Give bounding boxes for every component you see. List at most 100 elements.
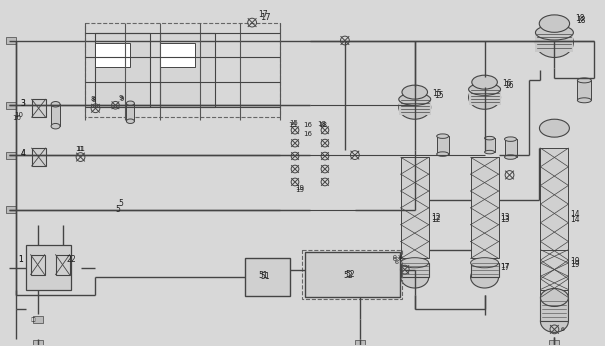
Bar <box>5 37 16 44</box>
Bar <box>577 80 591 100</box>
Text: 12: 12 <box>431 215 440 224</box>
Text: 0-X: 0-X <box>393 255 403 260</box>
Bar <box>31 99 45 117</box>
Ellipse shape <box>577 98 591 103</box>
Ellipse shape <box>485 136 494 140</box>
Text: 6: 6 <box>395 260 399 265</box>
Ellipse shape <box>402 85 428 99</box>
Bar <box>401 157 429 258</box>
Text: 5: 5 <box>116 206 120 215</box>
Ellipse shape <box>437 152 449 156</box>
Text: 4: 4 <box>21 148 25 157</box>
Text: 19: 19 <box>571 260 580 269</box>
Ellipse shape <box>51 124 60 129</box>
Ellipse shape <box>540 310 568 333</box>
Bar <box>96 43 131 67</box>
Text: 10: 10 <box>13 115 22 121</box>
Text: 9: 9 <box>119 95 123 101</box>
Text: 16: 16 <box>505 81 514 90</box>
Text: 17: 17 <box>258 10 268 19</box>
Ellipse shape <box>469 85 500 109</box>
Ellipse shape <box>437 134 449 138</box>
Text: 5: 5 <box>119 199 123 208</box>
Ellipse shape <box>485 151 494 154</box>
Text: 17: 17 <box>500 263 510 272</box>
Ellipse shape <box>469 83 500 95</box>
Bar <box>540 148 568 298</box>
Bar <box>401 263 429 277</box>
Bar <box>549 340 560 346</box>
Text: 18: 18 <box>575 14 585 23</box>
Text: 16: 16 <box>303 122 312 128</box>
Ellipse shape <box>535 25 574 40</box>
Ellipse shape <box>126 119 134 124</box>
Bar <box>399 99 431 115</box>
Text: 16: 16 <box>503 79 512 88</box>
Ellipse shape <box>471 258 499 268</box>
Bar <box>485 138 494 152</box>
Text: 14: 14 <box>571 215 580 224</box>
Text: 16: 16 <box>303 131 312 137</box>
Bar <box>471 157 499 258</box>
Text: 8: 8 <box>91 96 95 102</box>
Text: 18: 18 <box>318 122 327 128</box>
Text: 8: 8 <box>91 97 96 103</box>
Bar <box>437 136 449 154</box>
Text: 19: 19 <box>295 187 304 193</box>
Text: 52: 52 <box>345 270 355 279</box>
Text: 51: 51 <box>260 272 270 281</box>
Ellipse shape <box>399 95 431 119</box>
Text: 18: 18 <box>577 16 586 25</box>
Bar <box>302 250 402 300</box>
Text: 18: 18 <box>317 121 326 127</box>
Bar <box>85 22 280 117</box>
Bar <box>471 263 499 277</box>
Text: 17: 17 <box>500 263 509 268</box>
Bar <box>31 148 45 166</box>
Bar <box>540 250 568 290</box>
Text: 2: 2 <box>67 255 71 264</box>
Ellipse shape <box>540 289 568 307</box>
Text: 13: 13 <box>500 213 510 222</box>
Text: 15: 15 <box>289 120 298 126</box>
Bar <box>56 255 70 275</box>
Bar <box>469 89 500 105</box>
Bar <box>505 139 517 157</box>
Text: 3: 3 <box>21 99 25 108</box>
Ellipse shape <box>535 28 574 57</box>
Bar <box>126 103 134 121</box>
Bar <box>33 340 42 346</box>
Text: 14: 14 <box>571 210 580 219</box>
Bar <box>96 33 151 107</box>
Ellipse shape <box>51 101 60 107</box>
Text: 6: 6 <box>560 327 564 332</box>
Ellipse shape <box>540 119 569 137</box>
Text: 19: 19 <box>295 185 304 191</box>
Text: 4: 4 <box>21 148 25 157</box>
Text: 0-X: 0-X <box>393 257 403 262</box>
Text: 52: 52 <box>343 271 353 280</box>
Text: 2: 2 <box>71 255 75 264</box>
Text: 13: 13 <box>500 215 510 224</box>
Text: 15: 15 <box>433 89 442 98</box>
Ellipse shape <box>577 78 591 83</box>
Bar <box>5 152 16 158</box>
Text: 12: 12 <box>431 213 440 222</box>
Bar <box>245 258 290 295</box>
Bar <box>25 245 71 290</box>
Text: 10: 10 <box>15 112 24 118</box>
Ellipse shape <box>401 266 429 288</box>
Ellipse shape <box>126 101 134 106</box>
Text: 11: 11 <box>76 146 85 152</box>
Ellipse shape <box>399 93 431 105</box>
Bar <box>355 340 365 346</box>
Text: 15: 15 <box>288 122 297 128</box>
Bar <box>5 102 16 109</box>
Text: 9: 9 <box>119 96 124 102</box>
Text: 1: 1 <box>19 255 24 264</box>
Text: 17: 17 <box>260 13 270 22</box>
Text: 1: 1 <box>19 255 24 264</box>
Bar <box>160 43 195 67</box>
Bar <box>51 104 60 126</box>
Text: 3: 3 <box>21 99 25 108</box>
